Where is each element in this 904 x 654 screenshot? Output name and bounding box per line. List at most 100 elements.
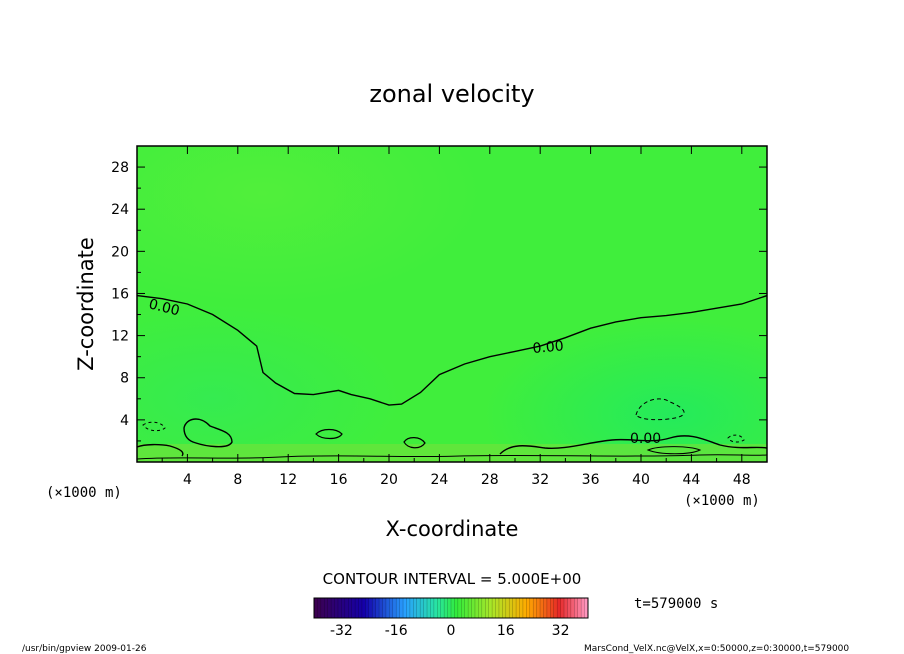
colorbar-cell	[334, 598, 339, 618]
colorbar-cell	[550, 598, 555, 618]
colorbar-cell	[454, 598, 459, 618]
plot-field: 0.00 0.00 0.00	[137, 146, 767, 462]
surface-contour-small-blob	[315, 428, 343, 440]
colorbar-cell	[502, 598, 507, 618]
contour-interval-text: CONTOUR INTERVAL = 5.000E+00	[323, 570, 582, 588]
negative-contour-small	[727, 434, 745, 443]
colorbar-cell	[584, 598, 589, 618]
colorbar-cell	[372, 598, 377, 618]
colorbar-cell	[396, 598, 401, 618]
colorbar-cell	[457, 598, 462, 618]
colorbar-cell	[320, 598, 325, 618]
field-shade-lower-right	[137, 146, 767, 462]
colorbar-cell	[430, 598, 435, 618]
colorbar-cell	[314, 598, 318, 618]
colorbar-cell	[399, 598, 404, 618]
colorbar	[313, 598, 589, 618]
x-tick-label: 4	[183, 472, 192, 488]
surface-contour-left-edge	[137, 443, 184, 457]
colorbar-cell	[498, 598, 503, 618]
colorbar-tick-label: -32	[330, 623, 353, 639]
colorbar-cell	[533, 598, 538, 618]
colorbar-cell	[351, 598, 356, 618]
colorbar-tick-label: 0	[447, 623, 456, 639]
colorbar-cell	[553, 598, 558, 618]
colorbar-cell	[577, 598, 582, 618]
colorbar-cell	[495, 598, 500, 618]
colorbar-cell	[348, 598, 353, 618]
colorbar-cell	[492, 598, 496, 618]
colorbar-cell	[444, 598, 448, 618]
x-axis-unit-label: (×1000 m)	[684, 493, 760, 509]
x-tick-label: 36	[582, 472, 600, 488]
colorbar-cell	[543, 598, 548, 618]
colorbar-cell	[344, 598, 349, 618]
colorbar-cell	[327, 598, 332, 618]
low-contour-label: 0.00	[630, 431, 661, 447]
chart-title: zonal velocity	[369, 80, 534, 108]
colorbar-cell	[516, 598, 520, 618]
colorbar-cell	[509, 598, 514, 618]
y-tick-label: 28	[111, 160, 129, 176]
colorbar-cell	[368, 598, 373, 618]
colorbar-cell	[389, 598, 394, 618]
colorbar-cell	[317, 598, 322, 618]
x-tick-label: 16	[330, 472, 348, 488]
x-axis-ticks: 4 8 12 16 20 24 28 32 36 40 44 48	[161, 146, 751, 488]
x-tick-label: 48	[733, 472, 751, 488]
colorbar-cell	[529, 598, 534, 618]
colorbar-frame	[313, 597, 589, 619]
colorbar-cell	[536, 598, 541, 618]
colorbar-cell	[420, 598, 424, 618]
colorbar-cell	[481, 598, 486, 618]
x-tick-label: 28	[481, 472, 499, 488]
x-tick-label: 20	[380, 472, 398, 488]
colorbar-cell	[427, 598, 431, 618]
y-axis-label: Z-coordinate	[74, 237, 98, 371]
negative-contour-left	[142, 421, 166, 432]
colorbar-cell	[570, 598, 575, 618]
footer-left: /usr/bin/gpview 2009-01-26	[22, 644, 147, 654]
negative-contour-right	[635, 398, 685, 421]
surface-contour-bottom	[137, 454, 767, 460]
colorbar-cell	[574, 598, 579, 618]
colorbar-cell	[375, 598, 380, 618]
colorbar-cell	[355, 598, 359, 618]
colorbar-cell	[416, 598, 421, 618]
colorbar-cell	[392, 598, 397, 618]
colorbar-cell	[337, 598, 342, 618]
colorbar-cell	[512, 598, 517, 618]
y-tick-label: 4	[120, 413, 129, 429]
colorbar-tick-label: 16	[497, 623, 515, 639]
x-axis-label: X-coordinate	[386, 517, 519, 541]
colorbar-tick-label: -16	[385, 623, 408, 639]
x-tick-label: 40	[632, 472, 650, 488]
colorbar-cell	[474, 598, 479, 618]
x-tick-label: 32	[531, 472, 549, 488]
colorbar-cell	[324, 598, 329, 618]
colorbar-cell	[581, 598, 585, 618]
surface-contour-right-ridge	[499, 435, 767, 455]
colorbar-cell	[488, 598, 493, 618]
y-tick-label: 24	[111, 202, 129, 218]
colorbar-cell	[540, 598, 544, 618]
colorbar-cell	[379, 598, 383, 618]
y-axis-ticks: 4 8 12 16 20 24 28	[111, 160, 767, 442]
colorbar-cell	[478, 598, 483, 618]
surface-contour-left-blob	[183, 418, 233, 448]
colorbar-cell	[385, 598, 390, 618]
colorbar-cell	[433, 598, 438, 618]
y-tick-label: 20	[111, 244, 129, 260]
colorbar-cell	[468, 598, 472, 618]
surface-contour-right-lens	[646, 446, 702, 455]
colorbar-cell	[403, 598, 407, 618]
colorbar-cell	[485, 598, 490, 618]
x-tick-label: 24	[430, 472, 448, 488]
colorbar-cell	[464, 598, 469, 618]
colorbar-cell	[557, 598, 561, 618]
colorbar-cell	[546, 598, 551, 618]
colorbar-cell	[409, 598, 414, 618]
colorbar-cell	[560, 598, 565, 618]
colorbar-cell	[382, 598, 387, 618]
